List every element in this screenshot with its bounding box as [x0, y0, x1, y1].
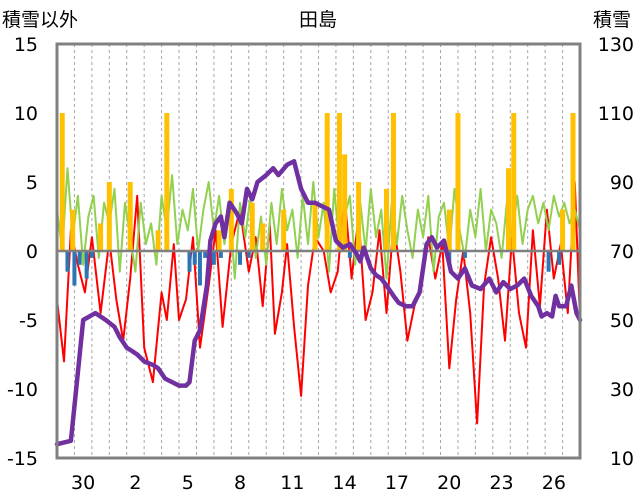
snow_change-bar [462, 251, 467, 258]
precipitation-bar [106, 182, 112, 251]
precipitation-bar [228, 188, 234, 251]
precipitation-bar [342, 154, 348, 251]
y-right-tick-label: 70 [610, 241, 634, 263]
snow_change-bar [218, 251, 223, 258]
y-left-tick-label: -15 [7, 448, 38, 470]
snow_change-bar [203, 251, 208, 258]
wind-line [56, 167, 581, 280]
precipitation-bar [356, 182, 362, 251]
precipitation-bar [59, 113, 65, 251]
precipitation-bar [127, 182, 133, 251]
x-tick-label: 23 [489, 472, 513, 494]
snow_change-bar [72, 251, 77, 286]
x-tick-label: 11 [280, 472, 304, 494]
y-right-tick-label: 110 [598, 103, 634, 125]
y-right-tick-label: 130 [598, 34, 634, 56]
precipitation-bar [312, 202, 318, 251]
precipitation-bar [455, 113, 461, 251]
y-left-tick-label: -10 [7, 379, 38, 401]
x-axis-ticks: 30 2 5 8 11 14 17 20 23 26 [71, 472, 566, 494]
x-tick-label: 17 [385, 472, 409, 494]
snow_change-bar [89, 251, 94, 258]
precipitation-bar [506, 168, 512, 251]
precipitation-bar [164, 113, 170, 251]
y-left-tick-label: -5 [19, 310, 38, 332]
snow_change-bar [77, 251, 82, 265]
precipitation-bar [216, 230, 222, 251]
precipitation-bar [70, 209, 76, 251]
snow_change-bar [557, 251, 562, 265]
snow_change-bar [187, 251, 192, 272]
snow_change-bar [347, 251, 352, 258]
x-tick-label: 2 [129, 472, 141, 494]
x-tick-label: 14 [333, 472, 357, 494]
precipitation-bar [98, 223, 104, 251]
y-axis-right-ticks: 130 110 90 70 50 30 10 [598, 34, 634, 470]
precipitation-bar [446, 209, 452, 251]
y-left-tick-label: 5 [26, 172, 38, 194]
x-tick-label: 5 [182, 472, 194, 494]
snow_change-bar [197, 251, 202, 286]
y-axis-left-label: 積雪以外 [2, 9, 78, 31]
x-tick-label: 26 [542, 472, 566, 494]
y-left-tick-label: 0 [26, 241, 38, 263]
precipitation-bar [511, 113, 517, 251]
precipitation-bar [560, 209, 566, 251]
precipitation-bar [324, 113, 330, 251]
chart-title: 田島 [299, 9, 337, 31]
snow_depth-line [54, 159, 583, 447]
y-right-tick-label: 50 [610, 310, 634, 332]
y-right-tick-label: 30 [610, 379, 634, 401]
x-tick-label: 30 [71, 472, 95, 494]
precipitation-bar [570, 113, 576, 251]
snow_change-bar [246, 251, 251, 258]
plot-frame [55, 42, 582, 460]
line-layer [54, 159, 583, 447]
precipitation-bar [383, 188, 389, 251]
precipitation-bar [336, 113, 342, 251]
y-left-tick-label: 10 [14, 103, 38, 125]
x-tick-label: 8 [234, 472, 246, 494]
precipitation-bar [249, 202, 255, 251]
y-right-tick-label: 90 [610, 172, 634, 194]
precipitation-bar [390, 113, 396, 251]
y-right-tick-label: 10 [610, 448, 634, 470]
y-left-tick-label: 15 [14, 34, 38, 56]
snow_change-bar [192, 251, 197, 265]
x-tick-label: 20 [437, 472, 461, 494]
snow_change-bar [211, 251, 216, 265]
snow_change-bar [65, 251, 70, 272]
precipitation-bar [155, 230, 161, 251]
snow_change-bar [546, 251, 551, 272]
snow_change-bar [238, 251, 243, 265]
precipitation-bar [260, 223, 266, 251]
y-axis-right-label: 積雪 [593, 9, 631, 31]
snow_change-bar [84, 251, 89, 279]
y-axis-left-ticks: 15 10 5 0 -5 -10 -15 [7, 34, 38, 470]
precipitation-bar [281, 209, 287, 251]
